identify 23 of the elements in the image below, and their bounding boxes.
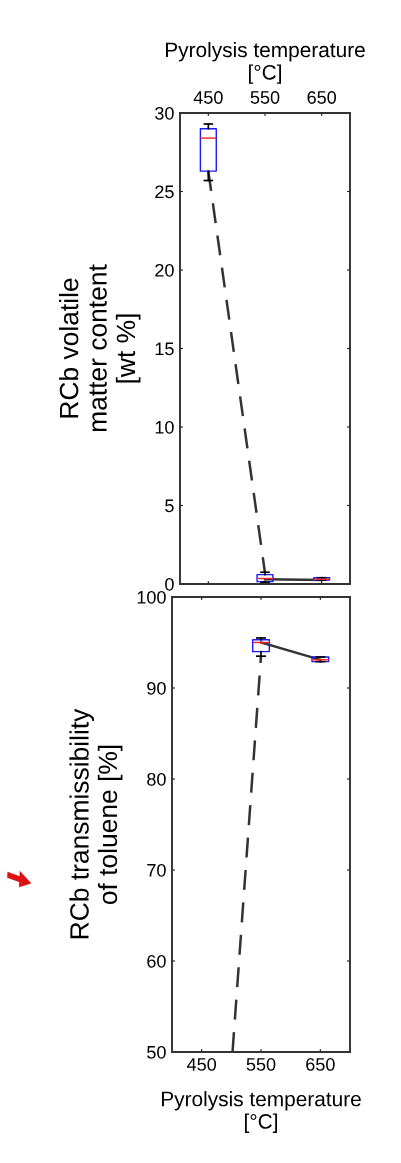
y-axis-title: RCb transmissibility of toluene [%]: [69, 708, 123, 939]
y-tick-label: 70: [147, 863, 166, 877]
y-tick-label: 5: [165, 499, 174, 513]
y-tick-label: 100: [137, 590, 166, 604]
x-tick-label: 650: [306, 1058, 335, 1071]
x-axis-title: Pyrolysis temperature [°C]: [161, 1091, 361, 1133]
x-tick-label: 450: [193, 91, 223, 104]
y-tick-label: 15: [155, 342, 174, 356]
y-tick-label: 50: [147, 1045, 166, 1059]
y-tick-label: 80: [147, 772, 166, 786]
y-tick-label: 90: [147, 681, 166, 695]
x-tick-label: 650: [307, 91, 337, 104]
y-tick-label: 10: [155, 420, 174, 434]
y-tick-label: 25: [155, 185, 174, 199]
y-axis-title: RCb volatile matter content [wt %]: [59, 264, 141, 432]
x-tick-label: 550: [246, 1058, 276, 1071]
y-tick-label: 30: [155, 106, 174, 120]
y-tick-label: 60: [147, 954, 166, 968]
y-tick-label: 0: [165, 577, 174, 591]
x-axis-title: Pyrolysis temperature [°C]: [165, 41, 365, 84]
x-tick-label: 450: [187, 1058, 217, 1071]
x-tick-label: 550: [250, 91, 280, 104]
y-tick-label: 20: [155, 263, 174, 277]
